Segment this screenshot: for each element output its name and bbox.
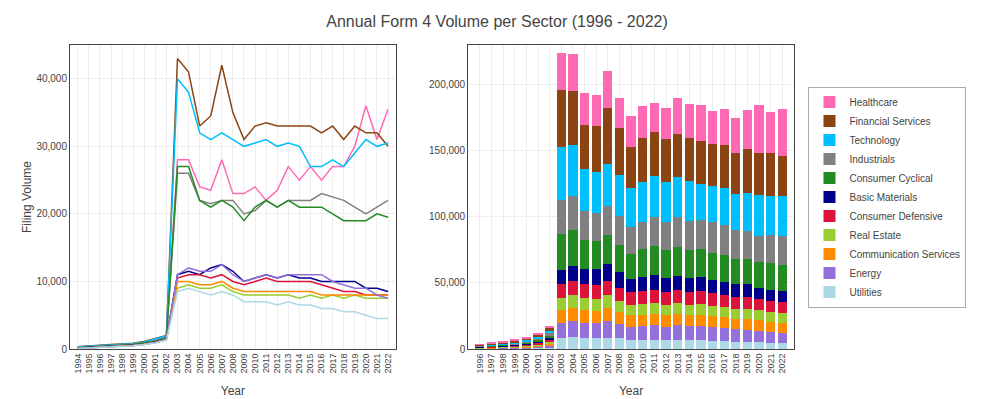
svg-text:2010: 2010 [638, 354, 648, 374]
svg-text:Utilities: Utilities [849, 287, 881, 298]
svg-text:2004: 2004 [568, 354, 578, 374]
svg-text:Annual Form 4 Volume per Secto: Annual Form 4 Volume per Sector (1996 - … [326, 13, 668, 30]
svg-text:2011: 2011 [649, 354, 659, 373]
svg-text:Basic Materials: Basic Materials [849, 192, 917, 203]
svg-text:30,000: 30,000 [36, 141, 67, 152]
svg-text:2019: 2019 [742, 354, 752, 374]
svg-text:1996: 1996 [475, 354, 485, 374]
svg-text:40,000: 40,000 [36, 73, 67, 84]
svg-text:2018: 2018 [731, 354, 741, 374]
svg-text:0: 0 [460, 344, 466, 355]
svg-text:2014: 2014 [684, 354, 694, 374]
svg-text:100,000: 100,000 [429, 211, 466, 222]
svg-text:1997: 1997 [106, 354, 116, 374]
svg-text:Technology: Technology [849, 135, 900, 146]
svg-text:Healthcare: Healthcare [849, 97, 898, 108]
svg-text:Filing Volume: Filing Volume [20, 161, 34, 233]
svg-text:2007: 2007 [217, 354, 227, 374]
svg-text:2013: 2013 [283, 354, 293, 374]
svg-text:2016: 2016 [316, 354, 326, 374]
svg-text:2013: 2013 [673, 354, 683, 374]
svg-text:1998: 1998 [117, 354, 127, 374]
svg-text:2000: 2000 [521, 354, 531, 374]
svg-text:Financial Services: Financial Services [849, 116, 930, 127]
svg-text:1998: 1998 [498, 354, 508, 374]
svg-text:2002: 2002 [545, 354, 555, 374]
svg-text:2003: 2003 [172, 354, 182, 374]
svg-text:2014: 2014 [294, 354, 304, 374]
svg-text:1994: 1994 [73, 354, 83, 374]
svg-text:2012: 2012 [272, 354, 282, 374]
svg-text:2008: 2008 [614, 354, 624, 374]
svg-text:150,000: 150,000 [429, 145, 466, 156]
svg-text:2008: 2008 [228, 354, 238, 374]
svg-text:2001: 2001 [533, 354, 543, 374]
svg-text:2012: 2012 [661, 354, 671, 374]
svg-text:50,000: 50,000 [435, 277, 466, 288]
svg-text:2011: 2011 [261, 354, 271, 373]
svg-text:Energy: Energy [849, 268, 881, 279]
svg-text:1995: 1995 [84, 354, 94, 374]
svg-text:2021: 2021 [766, 354, 776, 374]
svg-text:2006: 2006 [206, 354, 216, 374]
svg-text:2001: 2001 [150, 354, 160, 374]
svg-text:2022: 2022 [383, 354, 393, 374]
svg-text:2009: 2009 [239, 354, 249, 374]
svg-text:2007: 2007 [603, 354, 613, 374]
svg-text:2009: 2009 [626, 354, 636, 374]
svg-text:2015: 2015 [696, 354, 706, 374]
svg-text:Consumer Defensive: Consumer Defensive [849, 211, 943, 222]
svg-text:2005: 2005 [195, 354, 205, 374]
svg-text:2016: 2016 [707, 354, 717, 374]
svg-text:Industrials: Industrials [849, 154, 895, 165]
svg-text:1999: 1999 [128, 354, 138, 374]
svg-text:Year: Year [221, 384, 245, 398]
svg-text:2003: 2003 [556, 354, 566, 374]
svg-text:20,000: 20,000 [36, 208, 67, 219]
svg-text:2015: 2015 [305, 354, 315, 374]
svg-text:10,000: 10,000 [36, 276, 67, 287]
svg-text:2000: 2000 [139, 354, 149, 374]
svg-text:2022: 2022 [777, 354, 787, 374]
svg-text:Year: Year [619, 384, 643, 398]
svg-text:2018: 2018 [339, 354, 349, 374]
svg-text:2005: 2005 [579, 354, 589, 374]
svg-text:2019: 2019 [350, 354, 360, 374]
svg-text:2020: 2020 [361, 354, 371, 374]
svg-text:2017: 2017 [328, 354, 338, 374]
svg-text:2020: 2020 [754, 354, 764, 374]
svg-text:2017: 2017 [719, 354, 729, 374]
svg-text:Consumer Cyclical: Consumer Cyclical [849, 173, 932, 184]
svg-text:Communication Services: Communication Services [849, 249, 960, 260]
svg-text:2021: 2021 [372, 354, 382, 374]
svg-text:2002: 2002 [161, 354, 171, 374]
svg-text:2010: 2010 [250, 354, 260, 374]
svg-text:200,000: 200,000 [429, 79, 466, 90]
svg-text:2006: 2006 [591, 354, 601, 374]
svg-text:2004: 2004 [183, 354, 193, 374]
svg-text:0: 0 [61, 344, 67, 355]
svg-text:1997: 1997 [486, 354, 496, 374]
svg-text:Real Estate: Real Estate [849, 230, 901, 241]
svg-text:1996: 1996 [95, 354, 105, 374]
svg-text:1999: 1999 [510, 354, 520, 374]
